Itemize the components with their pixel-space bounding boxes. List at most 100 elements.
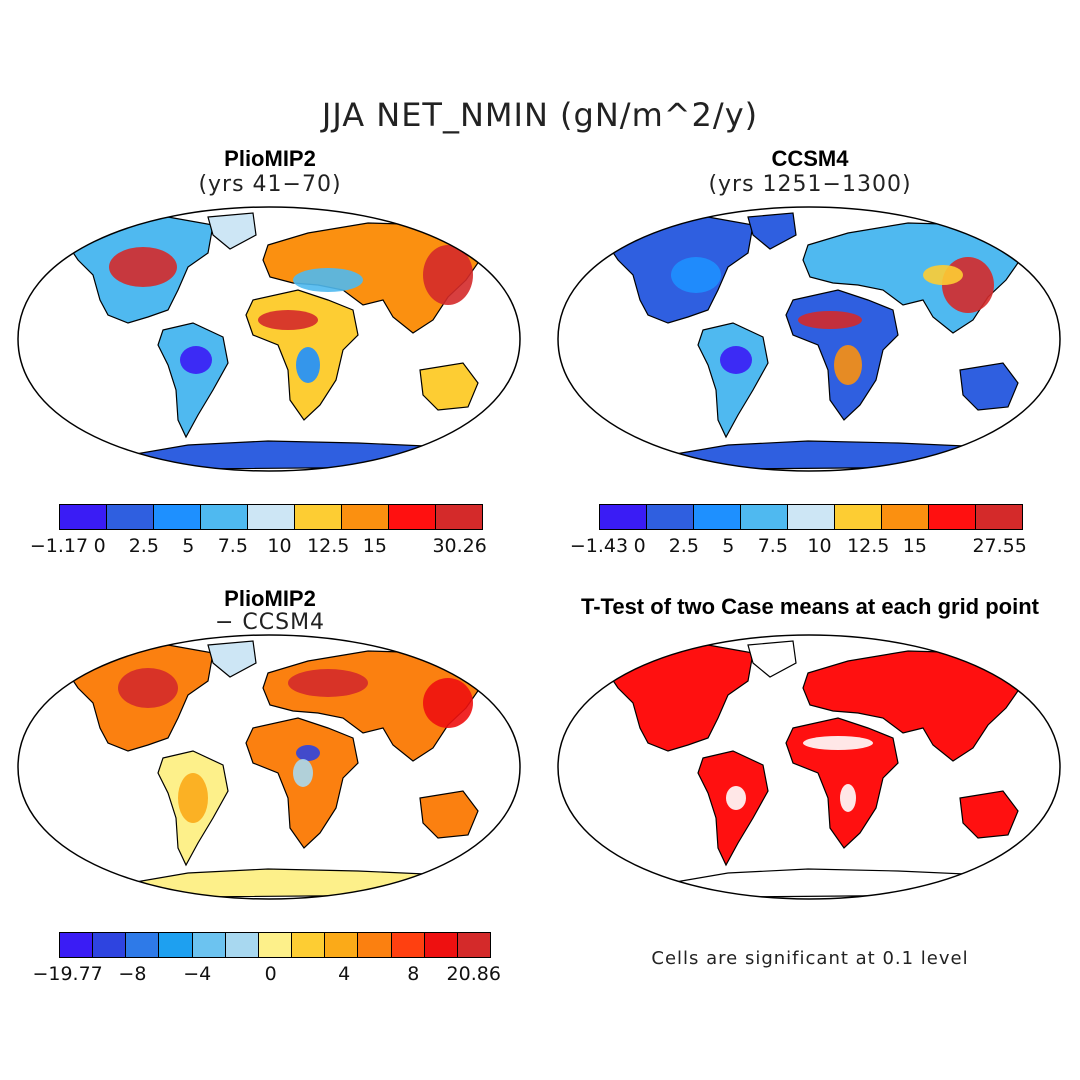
colorbar-tick-label: 2.5 [668,535,699,557]
colorbar-swatch [342,505,389,529]
landmass-australia [959,362,1019,411]
value-region [726,786,746,810]
colorbar-swatch [258,933,293,957]
colorbar-ccsm4-ticks: −1.43 0 2.5 5 7.5 10 12.5 15 27.55 [570,535,1027,559]
colorbar-tick-label: 4 [338,963,351,985]
colorbar-tick-label: 12.5 [847,535,890,557]
value-region [942,257,994,313]
landmass-australia [419,362,479,411]
colorbar-swatch [835,505,882,529]
colorbar-swatch [741,505,788,529]
map-outline [557,206,1061,472]
colorbar-tick-label: 0 [264,963,277,985]
panel-2-subtitle: (yrs 1251−1300) [708,172,912,197]
colorbar-swatch [159,933,193,957]
colorbar-swatch [225,933,259,957]
map-outline [557,634,1061,900]
colorbar-tick-label: 30.26 [432,535,487,557]
colorbar-swatch [600,505,647,529]
panel-3-title: PlioMIP2 [224,586,316,611]
value-region [293,268,363,292]
colorbar-difference [59,932,491,958]
colorbar-tick-label: 2.5 [128,535,159,557]
landmass-greenland [747,212,797,250]
map-panel-ccsm4 [557,206,1061,472]
colorbar-tick-label: 7.5 [217,535,248,557]
colorbar-swatch [107,505,154,529]
landmass-samerica [697,322,769,439]
colorbar-tick-label: −4 [183,963,212,985]
colorbar-tick-label: −1.17 [29,535,89,557]
map-panel-ttest [557,634,1061,900]
landmass-australia [959,790,1019,839]
panel-2-title: CCSM4 [771,146,849,171]
colorbar-swatch [882,505,929,529]
colorbar-swatch [126,933,160,957]
colorbar-swatch [976,505,1022,529]
value-region [178,773,208,823]
colorbar-swatch [325,933,359,957]
colorbar-swatch [391,933,425,957]
map-outline [17,206,521,472]
colorbar-pliomip2-ticks: −1.17 0 2.5 5 7.5 10 12.5 15 30.26 [30,535,487,559]
colorbar-swatch [788,505,835,529]
colorbar-swatch [192,933,226,957]
colorbar-swatch [424,933,458,957]
colorbar-tick-label: 12.5 [307,535,350,557]
colorbar-swatch [358,933,392,957]
map-panel-pliomip2 [17,206,521,472]
colorbar-swatch [647,505,694,529]
colorbar-tick-label: 20.86 [446,963,501,985]
main-title: JJA NET_NMIN (gN/m^2/y) [321,96,759,134]
landmass-africa [785,717,899,849]
value-region [109,247,177,287]
value-region [423,245,473,305]
value-region [293,759,313,787]
map-panel-difference [17,634,521,900]
colorbar-swatch [60,933,94,957]
colorbar-tick-label: 15 [902,535,927,557]
colorbar-tick-label: 5 [182,535,195,557]
colorbar-tick-label: 27.55 [972,535,1027,557]
colorbar-swatch [201,505,248,529]
value-region [798,311,862,329]
landmass-samerica [157,322,229,439]
colorbar-tick-label: −19.77 [32,963,103,985]
value-region [720,346,752,374]
colorbar-swatch [154,505,201,529]
colorbar-tick-label: 0 [633,535,646,557]
landmass-namerica [607,644,754,752]
value-region [288,669,368,697]
colorbar-swatch [248,505,295,529]
colorbar-swatch [929,505,976,529]
panel-1-title: PlioMIP2 [224,146,316,171]
colorbar-swatch [295,505,342,529]
map-outline [17,634,521,900]
colorbar-tick-label: 5 [722,535,735,557]
panel-1-subtitle: (yrs 41−70) [198,172,342,197]
colorbar-tick-label: 7.5 [757,535,788,557]
panel-3-subtitle: − CCSM4 [214,610,326,635]
colorbar-tick-label: −8 [118,963,147,985]
landmass-australia [419,790,479,839]
landmass-greenland [207,640,257,678]
colorbar-difference-ticks: −19.77 −8 −4 0 4 8 20.86 [32,963,500,987]
value-region [423,678,473,728]
colorbar-swatch [436,505,482,529]
value-region [834,345,862,385]
colorbar-pliomip2 [59,504,483,530]
colorbar-tick-label: 0 [93,535,106,557]
colorbar-tick-label: 8 [407,963,420,985]
panel-4-title: T-Test of two Case means at each grid po… [580,594,1039,619]
colorbar-tick-label: 10 [267,535,292,557]
colorbar-swatch [292,933,326,957]
value-region [118,668,178,708]
value-region [923,265,963,285]
colorbar-tick-label: −1.43 [569,535,629,557]
landmass-greenland [747,640,797,678]
colorbar-swatch [457,933,491,957]
value-region [803,736,873,750]
colorbar-tick-label: 15 [362,535,387,557]
value-region [840,784,856,812]
colorbar-tick-label: 10 [807,535,832,557]
